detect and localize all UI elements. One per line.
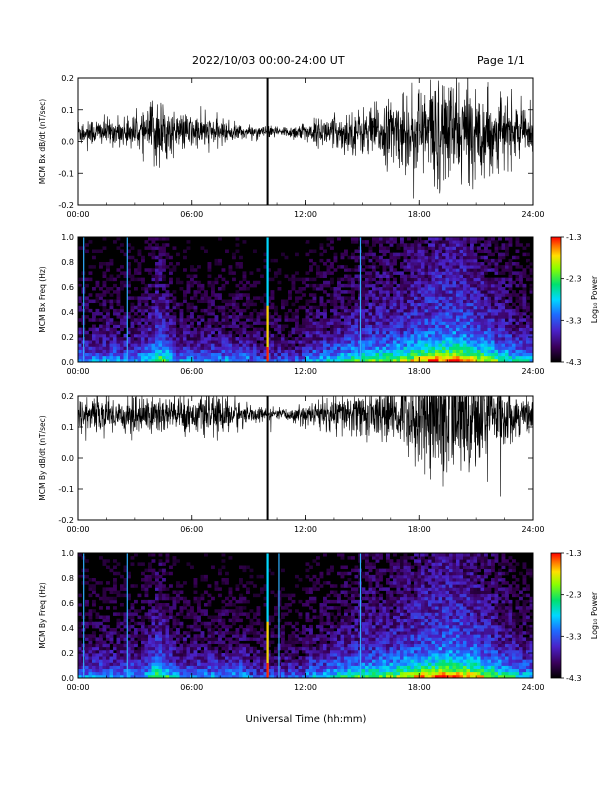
series-trace [78,396,533,497]
colorbar-label: Log₁₀ Power [590,591,599,639]
colorbar [550,236,562,363]
y-axis-label: MCM Bx dB/dt (nT/sec) [38,99,47,184]
x-tick-label: 00:00 [66,367,89,376]
y-tick-label: 1.0 [61,233,74,242]
x-tick-label: 24:00 [521,525,544,534]
x-tick-label: 24:00 [521,367,544,376]
colorbar-tick-label: -3.3 [566,316,582,325]
colorbar [550,552,562,679]
y-tick-label: -0.1 [58,485,74,494]
x-tick-label: 12:00 [294,683,317,692]
y-tick-label: 0.2 [61,392,74,401]
panel-3: -0.2 -0.1 0.0 0.1 0.2 00:00 06:00 12:00 18:00 24:… [38,392,545,534]
y-tick-label: 0.2 [61,649,74,658]
y-tick-label: 1.0 [61,549,74,558]
x-tick-label: 00:00 [66,210,89,219]
x-tick-label: 06:00 [180,367,203,376]
y-tick-label: -0.2 [58,516,74,525]
y-tick-label: 0.4 [61,308,74,317]
x-tick-label: 18:00 [408,367,431,376]
x-tick-label: 12:00 [294,367,317,376]
colorbar-tick-label: -1.3 [566,549,582,558]
y-tick-label: 0.0 [61,138,74,147]
panels-group: -0.2 -0.1 0.0 0.1 0.2 00:00 06:00 12:00 18:00 24:… [38,74,599,692]
x-tick-label: 18:00 [408,210,431,219]
colorbar-tick-label: -2.3 [566,591,582,600]
y-tick-label: -0.1 [58,169,74,178]
x-tick-label: 00:00 [66,525,89,534]
x-tick-label: 00:00 [66,683,89,692]
x-axis-label: Universal Time (hh:mm) [246,714,367,725]
date-range-title: 2022/10/03 00:00-24:00 UT [192,54,345,67]
y-tick-label: 0.1 [61,106,74,115]
x-tick-label: 18:00 [408,683,431,692]
panel-4: -1.3 -2.3 -3.3 -4.3 Log₁₀ Power 0.0 0.2 0.4 0.6 0… [38,549,599,692]
plot-frame [77,77,534,206]
y-axis-label: MCM By dB/dt (nT/sec) [38,415,47,500]
colorbar-tick-label: -2.3 [566,275,582,284]
x-tick-label: 24:00 [521,683,544,692]
y-tick-label: 0.2 [61,74,74,83]
x-tick-label: 24:00 [521,210,544,219]
colorbar-tick-label: -4.3 [566,674,582,683]
y-tick-label: 0.2 [61,333,74,342]
x-tick-label: 12:00 [294,525,317,534]
x-tick-label: 06:00 [180,210,203,219]
panel-1: -0.2 -0.1 0.0 0.1 0.2 00:00 06:00 12:00 18:00 24:… [38,74,545,219]
y-tick-label: 0.8 [61,258,74,267]
colorbar-label: Log₁₀ Power [590,275,599,323]
x-tick-label: 12:00 [294,210,317,219]
y-tick-label: 0.0 [61,358,74,367]
colorbar-tick-label: -1.3 [566,233,582,242]
x-tick-label: 06:00 [180,525,203,534]
colorbar-tick-label: -4.3 [566,358,582,367]
heatmap-cells [78,237,534,363]
y-axis-label: MCM Bx Freq (Hz) [38,266,47,332]
series-trace [78,78,533,199]
x-tick-label: 06:00 [180,683,203,692]
y-tick-label: 0.6 [61,283,74,292]
heatmap-cells [78,553,534,679]
x-tick-label: 18:00 [408,525,431,534]
y-tick-label: 0.0 [61,454,74,463]
panel-2: -1.3 -2.3 -3.3 -4.3 Log₁₀ Power 0.0 0.2 0.4 0.6 0… [38,233,599,376]
y-tick-label: 0.8 [61,574,74,583]
y-tick-label: 0.1 [61,423,74,432]
y-tick-label: -0.2 [58,201,74,210]
y-axis-label: MCM By Freq (Hz) [38,582,47,648]
page-number: Page 1/1 [477,54,525,67]
colorbar-tick-label: -3.3 [566,632,582,641]
y-tick-label: 0.6 [61,599,74,608]
y-tick-label: 0.0 [61,674,74,683]
y-tick-label: 0.4 [61,624,74,633]
